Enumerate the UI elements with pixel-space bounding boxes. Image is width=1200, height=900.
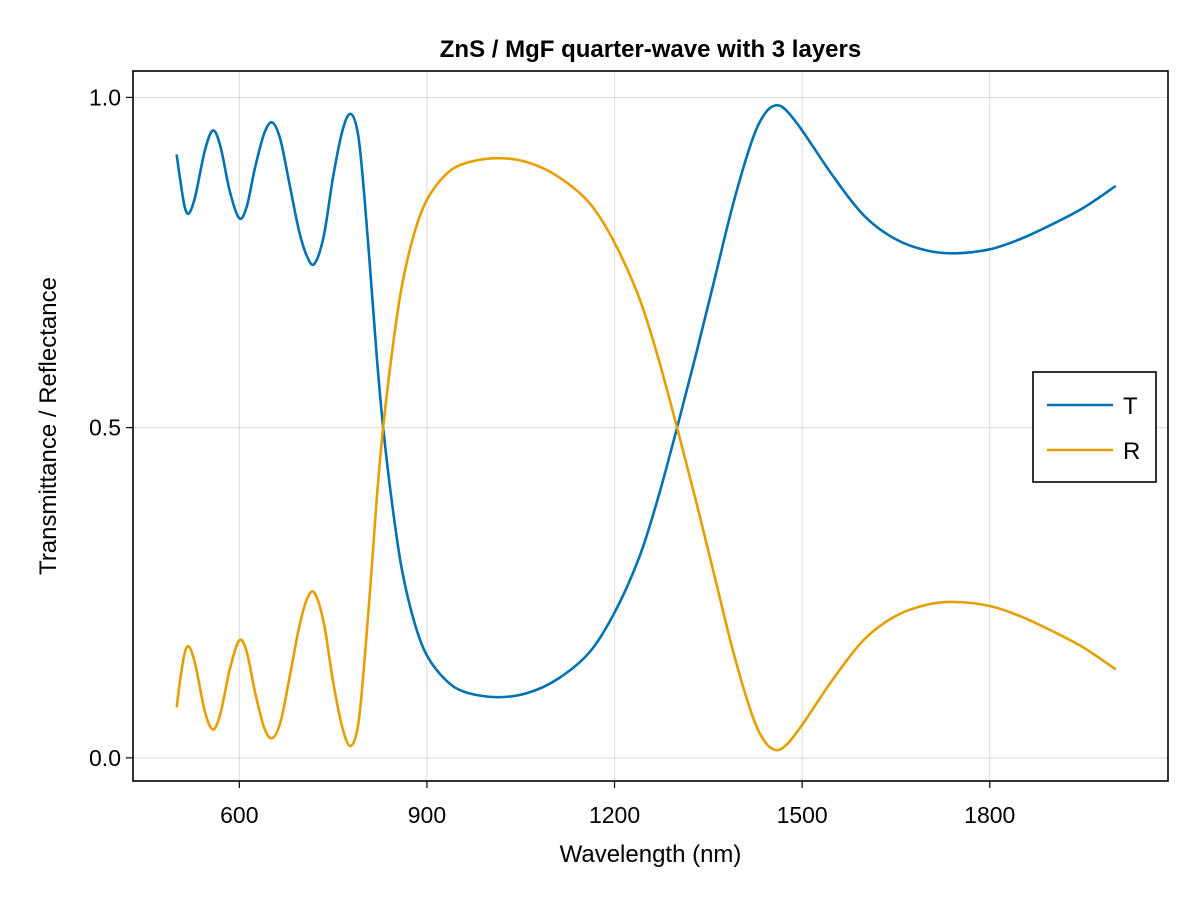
legend-box: [1032, 371, 1157, 483]
grid: [133, 71, 1168, 781]
y-tick-label: 0.0: [89, 745, 121, 771]
series-lines: [175, 103, 1117, 752]
y-axis-label: Transmittance / Reflectance: [35, 277, 62, 575]
x-tick-label: 1200: [589, 802, 640, 828]
y-tick-label: 0.5: [89, 415, 121, 441]
legend-label-t: T: [1123, 393, 1138, 420]
series-line-t: [175, 103, 1117, 699]
x-tick-label: 1500: [777, 802, 828, 828]
series-line-r: [175, 156, 1117, 752]
axis-ticks: 600 900 1200 1500 1800 0.0 0.5 1.0: [89, 84, 1015, 828]
legend-label-r: R: [1123, 438, 1140, 465]
x-axis-label: Wavelength (nm): [560, 841, 742, 868]
chart-title: ZnS / MgF quarter-wave with 3 layers: [440, 36, 861, 63]
x-tick-label: 1800: [964, 802, 1015, 828]
plot-frame: [132, 70, 1169, 782]
x-tick-label: 900: [408, 802, 446, 828]
y-tick-label: 1.0: [89, 84, 121, 110]
legend: TR: [1032, 371, 1157, 483]
x-tick-label: 600: [220, 802, 258, 828]
